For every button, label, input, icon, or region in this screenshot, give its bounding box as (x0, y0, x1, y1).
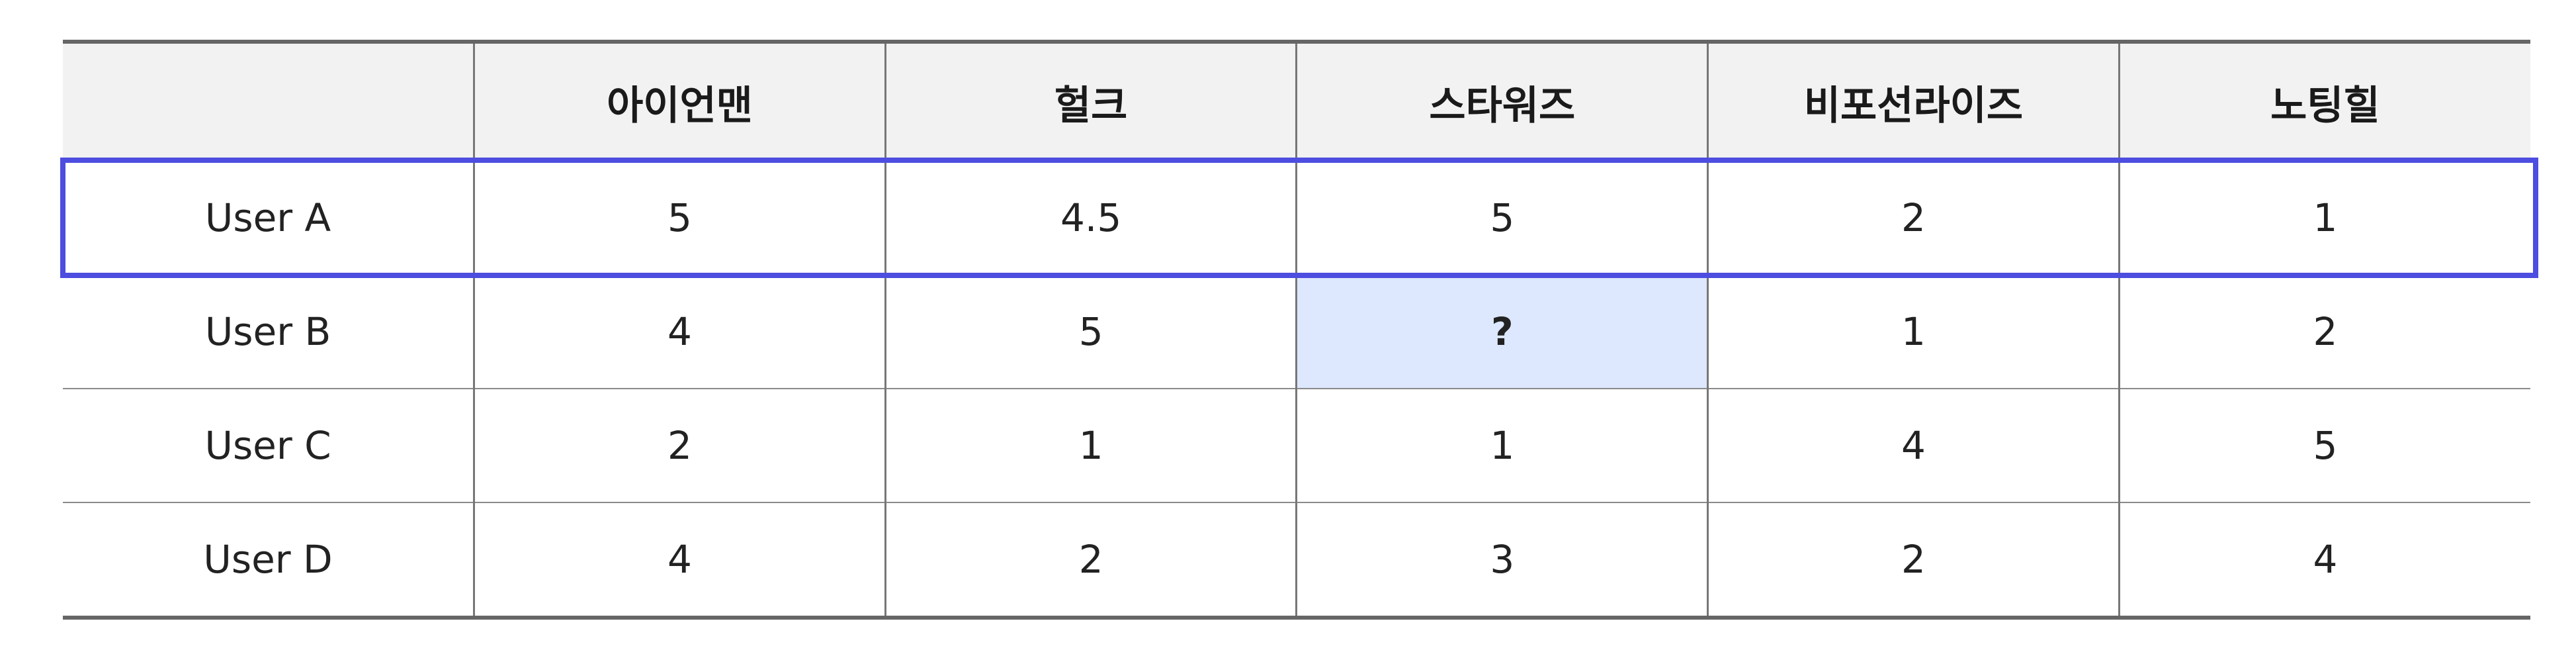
rating-cell: 4 (1707, 389, 2120, 503)
rating-cell: 2 (1707, 161, 2120, 275)
rating-cell: 2 (1707, 502, 2120, 620)
rating-cell: 2 (2118, 275, 2530, 389)
row-label-user-d: User D (63, 502, 474, 620)
rating-cell: 4 (473, 275, 886, 389)
rating-cell: 3 (1295, 502, 1708, 620)
table-row-user-c: User C 2 1 1 4 5 (63, 389, 2530, 503)
row-label-user-c: User C (63, 389, 474, 503)
rating-cell: 4.5 (884, 161, 1297, 275)
unknown-rating-cell: ? (1295, 275, 1708, 389)
row-label-user-a: User A (63, 161, 474, 275)
rating-matrix-container: 아이언맨 헐크 스타워즈 비포선라이즈 노팅힐 User A 5 4.5 5 2… (60, 40, 2538, 621)
rating-cell: 2 (473, 389, 886, 503)
column-header-before-sunrise: 비포선라이즈 (1707, 40, 2120, 162)
table-row-user-d: User D 4 2 3 2 4 (63, 502, 2530, 620)
column-header-notting-hill: 노팅힐 (2118, 40, 2530, 162)
rating-cell: 4 (473, 502, 886, 620)
rating-cell: 5 (884, 275, 1297, 389)
rating-cell: 1 (2118, 161, 2530, 275)
rating-cell: 5 (473, 161, 886, 275)
rating-matrix-table: 아이언맨 헐크 스타워즈 비포선라이즈 노팅힐 User A 5 4.5 5 2… (63, 40, 2530, 620)
row-label-user-b: User B (63, 275, 474, 389)
rating-cell: 1 (1295, 389, 1708, 503)
rating-cell: 1 (1707, 275, 2120, 389)
rating-cell: 1 (884, 389, 1297, 503)
column-header-hulk: 헐크 (884, 40, 1297, 162)
table-row-user-a: User A 5 4.5 5 2 1 (63, 161, 2530, 275)
corner-header-cell (63, 40, 474, 162)
header-row: 아이언맨 헐크 스타워즈 비포선라이즈 노팅힐 (63, 40, 2530, 162)
rating-cell: 4 (2118, 502, 2530, 620)
column-header-starwars: 스타워즈 (1295, 40, 1708, 162)
table-row-user-b: User B 4 5 ? 1 2 (63, 275, 2530, 389)
column-header-ironman: 아이언맨 (473, 40, 886, 162)
rating-cell: 5 (1295, 161, 1708, 275)
rating-cell: 5 (2118, 389, 2530, 503)
rating-cell: 2 (884, 502, 1297, 620)
